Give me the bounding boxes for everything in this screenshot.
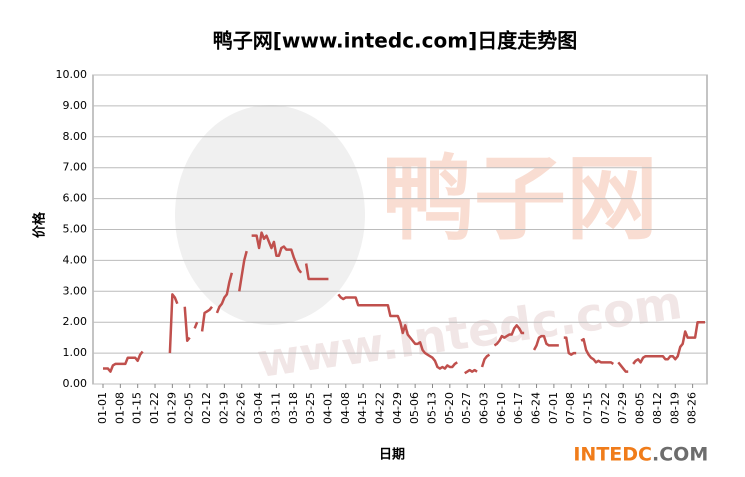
x-tick-label: 01-15 [131,392,144,424]
brand-suffix: .COM [652,444,708,466]
x-tick-label: 05-13 [425,392,438,424]
x-tick-label: 06-24 [530,392,543,424]
x-tick-label: 02-26 [235,392,248,424]
y-tick-label: 3.00 [63,284,88,297]
x-tick-label: 08-12 [651,392,664,424]
x-tick-label: 07-15 [582,392,595,424]
y-tick-label: 8.00 [63,130,88,143]
y-tick-label: 1.00 [63,346,88,359]
x-tick-label: 06-17 [512,392,525,424]
x-tick-label: 06-03 [478,392,491,424]
x-tick-label: 01-08 [113,392,126,424]
y-axis-label: 价格 [32,211,48,238]
x-tick-label: 07-22 [599,392,612,424]
watermark-logo [175,105,365,325]
x-tick-label: 04-15 [356,392,369,424]
y-tick-label: 10.00 [56,68,88,81]
x-tick-label: 02-05 [183,392,196,424]
y-tick-label: 0.00 [63,377,88,390]
x-tick-label: 04-29 [391,392,404,424]
price-line [103,231,705,375]
x-tick-label: 07-01 [547,392,560,424]
x-tick-label: 07-08 [564,392,577,424]
x-tick-label: 07-29 [616,392,629,424]
y-tick-label: 9.00 [63,99,88,112]
y-tick-label: 4.00 [63,253,88,266]
x-tick-label: 03-04 [252,392,265,424]
y-tick-label: 2.00 [63,315,88,328]
x-tick-label: 02-12 [200,392,213,424]
x-tick-label: 05-27 [460,392,473,424]
x-tick-label: 02-19 [217,392,230,424]
x-tick-label: 03-18 [287,392,300,424]
x-tick-label: 05-06 [408,392,421,424]
y-tick-label: 6.00 [63,192,88,205]
x-tick-label: 05-20 [443,392,456,424]
x-tick-label: 01-22 [148,392,161,424]
x-tick-label: 04-01 [321,392,334,424]
x-tick-label: 01-29 [165,392,178,424]
x-tick-label: 08-19 [668,392,681,424]
y-tick-label: 7.00 [63,161,88,174]
x-tick-label: 03-25 [304,392,317,424]
chart-title: 鸭子网[www.intedc.com]日度走势图 [213,29,577,53]
y-tick-label: 5.00 [63,223,88,236]
brand-main: INTEDC [573,444,652,466]
x-tick-label: 01-01 [96,392,109,424]
x-axis-label: 日期 [379,448,405,463]
x-tick-label: 08-05 [634,392,647,424]
x-tick-label: 04-22 [373,392,386,424]
x-tick-label: 04-08 [339,392,352,424]
x-tick-label: 08-26 [686,392,699,424]
x-tick-label: 06-10 [495,392,508,424]
x-tick-label: 03-11 [269,392,282,424]
